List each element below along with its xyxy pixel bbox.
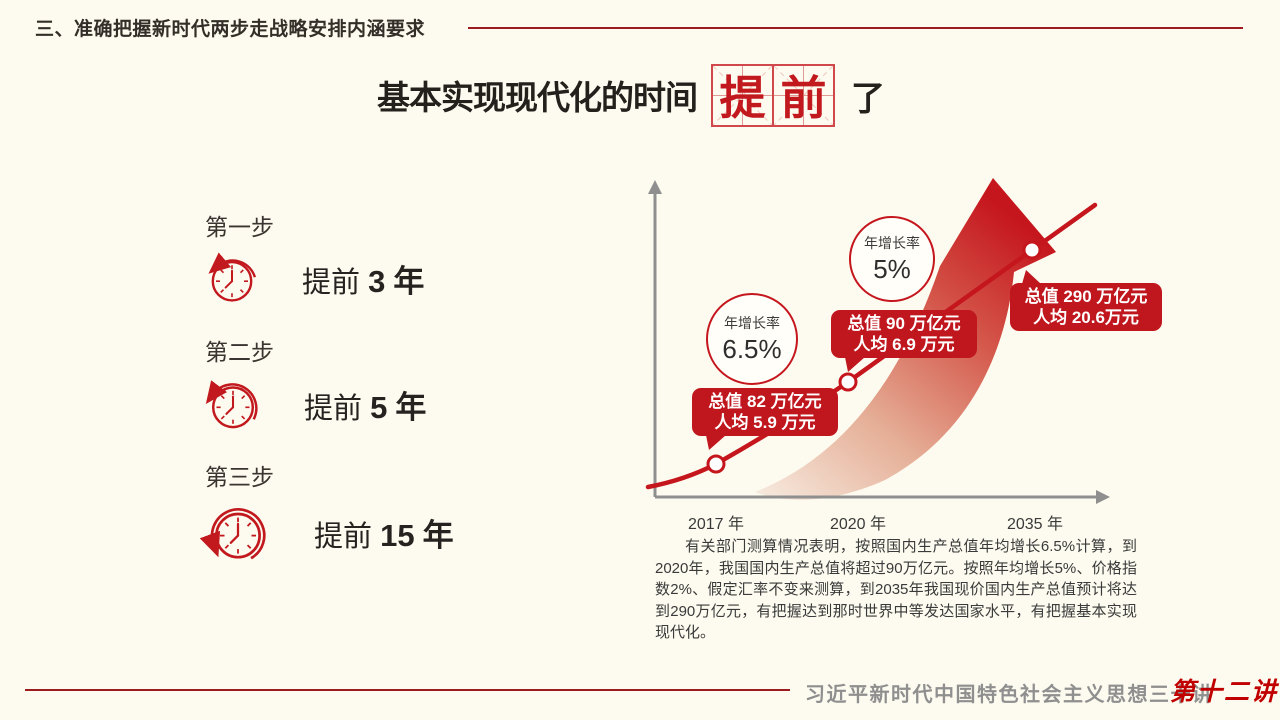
tianzige-boxes: 提 前 <box>711 63 835 127</box>
growth-rate-badge-65: 年增长率 6.5% <box>706 293 798 385</box>
x-tick-2017: 2017 年 <box>687 516 745 533</box>
callout-2020: 总值 90 万亿元 人均 6.9 万元 <box>831 310 977 372</box>
advance-value: 5 <box>370 389 388 425</box>
step-label: 第一步 <box>205 214 274 240</box>
growth-rate-badge-5: 年增长率 5% <box>849 216 935 302</box>
callout-2035: 总值 290 万亿元 人均 20.6万元 <box>1010 270 1162 331</box>
clock-rewind-icon <box>205 380 258 429</box>
callout-line1: 总值 90 万亿元 <box>847 314 961 333</box>
data-point-2035 <box>1022 240 1042 260</box>
advance-label: 提前 <box>302 266 361 299</box>
axes <box>653 188 1102 499</box>
clock-rewind-icon <box>208 252 257 302</box>
step-text: 提前 15 年 <box>314 510 454 555</box>
gdp-growth-chart: 年增长率 6.5% 年增长率 5% 总值 82 万亿元 人均 5.9 万元 总值… <box>640 162 1162 547</box>
step-item-3: 第三步 提前 15 年 <box>200 458 454 568</box>
callout-line1: 总值 290 万亿元 <box>1024 287 1148 306</box>
data-point-2017 <box>706 454 726 474</box>
highlight-char: 提 <box>719 71 766 125</box>
advance-label: 提前 <box>314 520 373 553</box>
callout-line2: 人均 6.9 万元 <box>853 335 955 354</box>
section-title: 三、准确把握新时代两步走战略安排内涵要求 <box>35 19 426 40</box>
x-axis-arrowhead <box>1096 490 1110 504</box>
footer-lecture-label: 第十二讲 <box>1170 677 1279 706</box>
advance-unit: 年 <box>395 389 427 425</box>
badge-label: 年增长率 <box>724 315 780 331</box>
header-rule <box>468 27 1243 29</box>
tianzige-grid-lines <box>774 65 833 125</box>
tianzige-cell: 前 <box>772 65 833 125</box>
growth-arrow <box>755 178 1056 500</box>
advance-value: 3 <box>368 263 386 299</box>
badge-value: 5% <box>873 254 911 284</box>
step-text: 提前 3 年 <box>302 256 424 301</box>
y-axis-arrowhead <box>648 180 662 194</box>
advance-unit: 年 <box>393 263 425 299</box>
clock-rewind-icon <box>200 508 266 560</box>
advance-unit: 年 <box>422 517 454 553</box>
callout-line2: 人均 5.9 万元 <box>714 413 816 432</box>
highlight-char: 前 <box>780 71 827 125</box>
advance-value: 15 <box>380 517 415 553</box>
step-label: 第二步 <box>205 339 274 365</box>
x-tick-2020: 2020 年 <box>829 516 887 533</box>
advance-label: 提前 <box>304 392 363 425</box>
step-item-2: 第二步 提前 5 年 <box>200 333 426 437</box>
title-prefix: 基本实现现代化的时间 <box>377 79 698 116</box>
step-item-1: 第一步 提前 3 年 <box>200 208 424 310</box>
badge-label: 年增长率 <box>864 235 920 251</box>
chart-note: 有关部门测算情况表明，按照国内生产总值年均增长6.5%计算，到2020年，我国国… <box>655 538 1137 641</box>
callout-line1: 总值 82 万亿元 <box>708 392 822 411</box>
step-text: 提前 5 年 <box>304 382 426 427</box>
badge-value: 6.5% <box>722 334 782 364</box>
tianzige-grid-lines <box>713 65 772 125</box>
tianzige-cell: 提 <box>713 65 772 125</box>
title-suffix: 了 <box>851 79 885 118</box>
callout-2017: 总值 82 万亿元 人均 5.9 万元 <box>692 388 838 450</box>
data-point-2020 <box>838 372 858 392</box>
step-label: 第三步 <box>205 464 274 490</box>
x-tick-2035: 2035 年 <box>1006 516 1064 533</box>
footer-rule <box>25 689 790 691</box>
callout-line2: 人均 20.6万元 <box>1033 308 1139 327</box>
footer-series-title: 习近平新时代中国特色社会主义思想三十讲 <box>805 684 1214 706</box>
main-title: 基本实现现代化的时间 提 前 了 <box>377 62 885 128</box>
